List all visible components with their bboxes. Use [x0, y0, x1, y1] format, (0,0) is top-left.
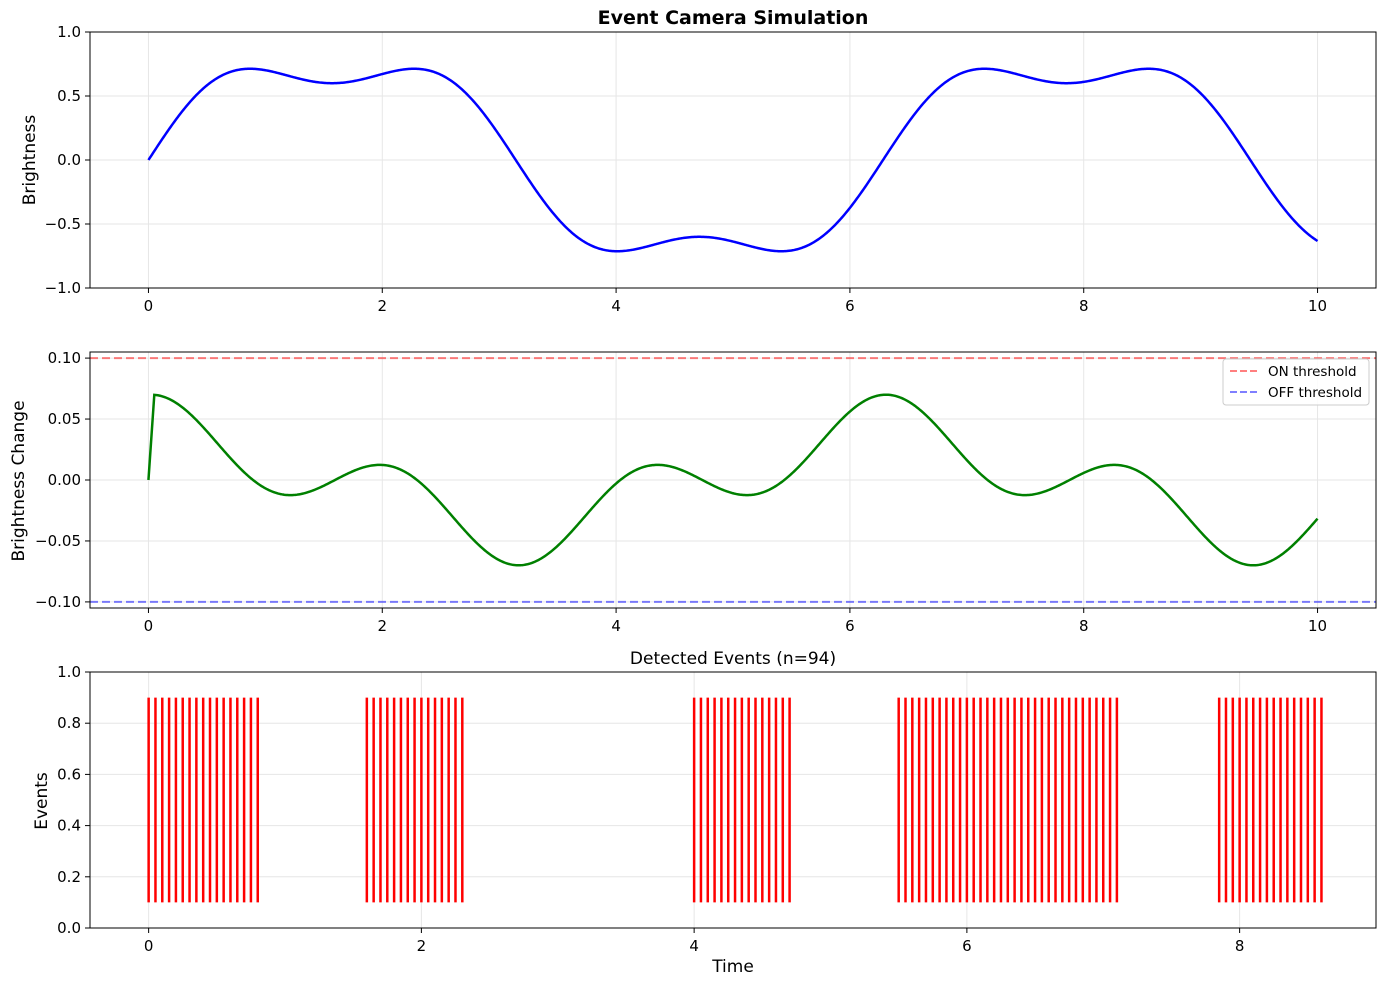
y-tick-label: 0.4 [57, 817, 81, 835]
event-lines [147, 697, 1323, 903]
y-tick-label: −0.05 [35, 532, 81, 550]
change-y-axis: −0.10 −0.05 0.00 0.05 0.10 [35, 349, 90, 611]
x-tick-label: 6 [962, 937, 972, 955]
legend-box [1222, 358, 1370, 406]
y-tick-label: 0.0 [57, 919, 81, 937]
events-x-label: Time [711, 957, 754, 977]
change-y-label: Brightness Change [9, 400, 29, 561]
x-tick-label: 0 [144, 937, 154, 955]
events-plot-frame [89, 671, 1377, 929]
y-tick-label: 1.0 [57, 23, 81, 41]
x-tick-label: 4 [689, 937, 699, 955]
x-tick-label: 10 [1308, 297, 1327, 315]
legend: ON threshold OFF threshold [1222, 358, 1370, 406]
change-x-axis: 0 2 4 6 8 10 [144, 608, 1327, 635]
events-title: Detected Events (n=94) [630, 649, 836, 669]
events-x-axis: 0 2 4 6 8 [144, 928, 1245, 955]
x-tick-label: 4 [611, 617, 621, 635]
events-y-axis: 0.0 0.2 0.4 0.6 0.8 1.0 [57, 663, 90, 937]
y-tick-label: 0.6 [57, 765, 81, 783]
x-tick-label: 2 [417, 937, 427, 955]
y-tick-label: 0.5 [57, 87, 81, 105]
brightness-panel: Event Camera Simulation 0 2 4 6 8 10 −1.0 −0.5… [20, 7, 1377, 315]
y-tick-label: 0.10 [48, 349, 81, 367]
x-tick-label: 0 [144, 617, 154, 635]
brightness-y-axis: −1.0 −0.5 0.0 0.5 1.0 [45, 23, 90, 297]
change-panel: 0 2 4 6 8 10 −0.10 −0.05 0.00 0.05 0.10 Brightnes… [9, 349, 1377, 635]
x-tick-label: 6 [845, 617, 855, 635]
y-tick-label: 0.0 [57, 151, 81, 169]
brightness-x-axis: 0 2 4 6 8 10 [144, 288, 1327, 315]
x-tick-label: 0 [144, 297, 154, 315]
y-tick-label: −0.5 [45, 215, 81, 233]
x-tick-label: 4 [611, 297, 621, 315]
legend-on-label: ON threshold [1268, 364, 1357, 380]
brightness-y-label: Brightness [20, 115, 40, 206]
brightness-line [147, 67, 1319, 253]
y-tick-label: 0.8 [57, 714, 81, 732]
x-tick-label: 2 [377, 617, 387, 635]
x-tick-label: 8 [1079, 297, 1089, 315]
x-tick-label: 6 [845, 297, 855, 315]
y-tick-label: 0.2 [57, 868, 81, 886]
y-tick-label: 0.05 [48, 410, 81, 428]
brightness-change-line [147, 393, 1319, 567]
y-tick-label: 1.0 [57, 663, 81, 681]
x-tick-label: 8 [1079, 617, 1089, 635]
x-tick-label: 10 [1308, 617, 1327, 635]
x-tick-label: 8 [1235, 937, 1245, 955]
x-tick-label: 2 [377, 297, 387, 315]
chart-title: Event Camera Simulation [598, 7, 869, 29]
events-y-label: Events [32, 772, 52, 830]
y-tick-label: 0.00 [48, 471, 81, 489]
y-tick-label: −0.10 [35, 593, 81, 611]
y-tick-label: −1.0 [45, 279, 81, 297]
legend-off-label: OFF threshold [1268, 385, 1362, 401]
